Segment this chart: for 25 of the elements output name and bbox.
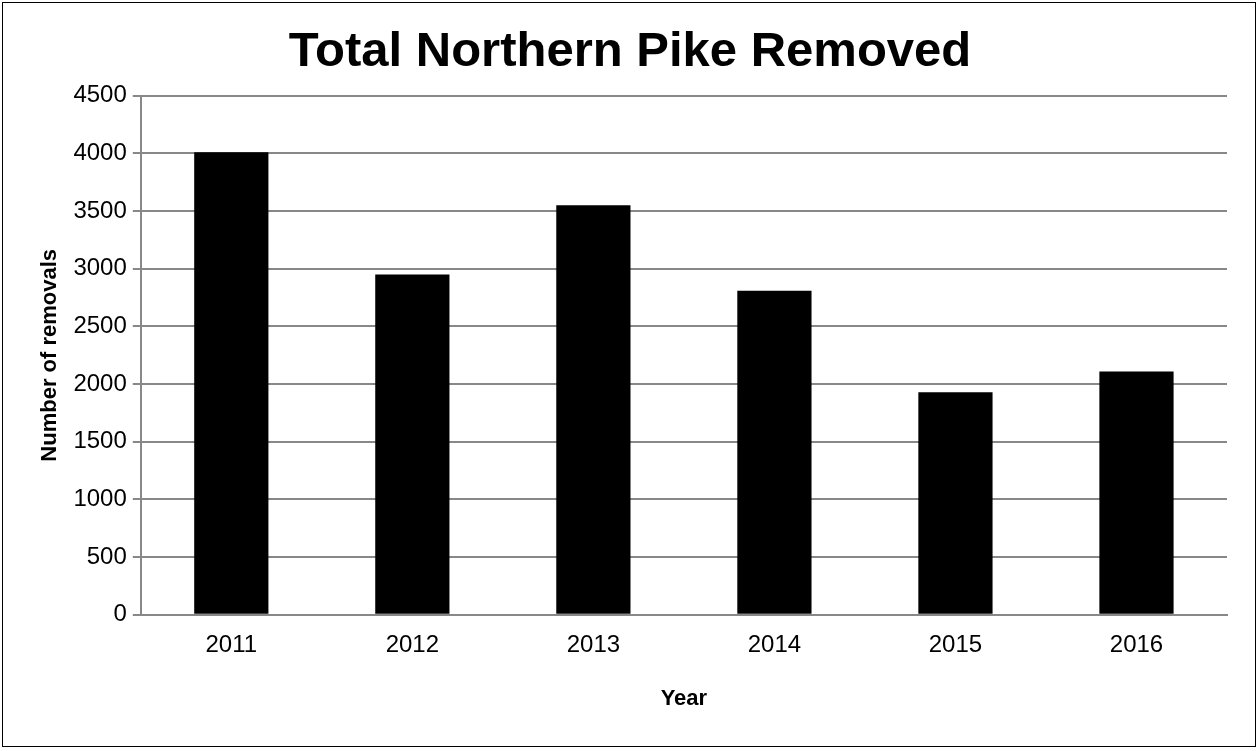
x-axis-title: Year	[660, 684, 708, 710]
y-tick-label: 2500	[73, 311, 127, 339]
y-tick-label: 4500	[73, 80, 127, 108]
bar	[918, 392, 993, 614]
chart-title: Total Northern Pike Removed	[288, 21, 972, 76]
bar	[1099, 371, 1174, 614]
y-tick-label: 3000	[73, 253, 127, 281]
x-tick-label: 2013	[566, 629, 621, 657]
y-tick-label: 3500	[73, 195, 127, 223]
bar	[737, 290, 812, 614]
x-tick-label: 2014	[747, 629, 802, 657]
x-tick-label: 2011	[205, 629, 258, 657]
y-tick-label: 4000	[73, 138, 127, 166]
y-axis-title: Number of removals	[36, 248, 62, 462]
y-tick-label: 2000	[73, 368, 127, 396]
y-tick-label: 1000	[73, 484, 127, 512]
y-tick-label: 0	[113, 599, 127, 627]
bar	[194, 152, 269, 614]
y-tick-label: 1500	[73, 426, 127, 454]
bar	[375, 274, 450, 614]
y-tick-label: 500	[86, 541, 127, 569]
x-tick-label: 2012	[385, 629, 440, 657]
bar	[556, 205, 631, 614]
x-tick-label: 2016	[1109, 629, 1164, 657]
x-tick-label: 2015	[928, 629, 983, 657]
